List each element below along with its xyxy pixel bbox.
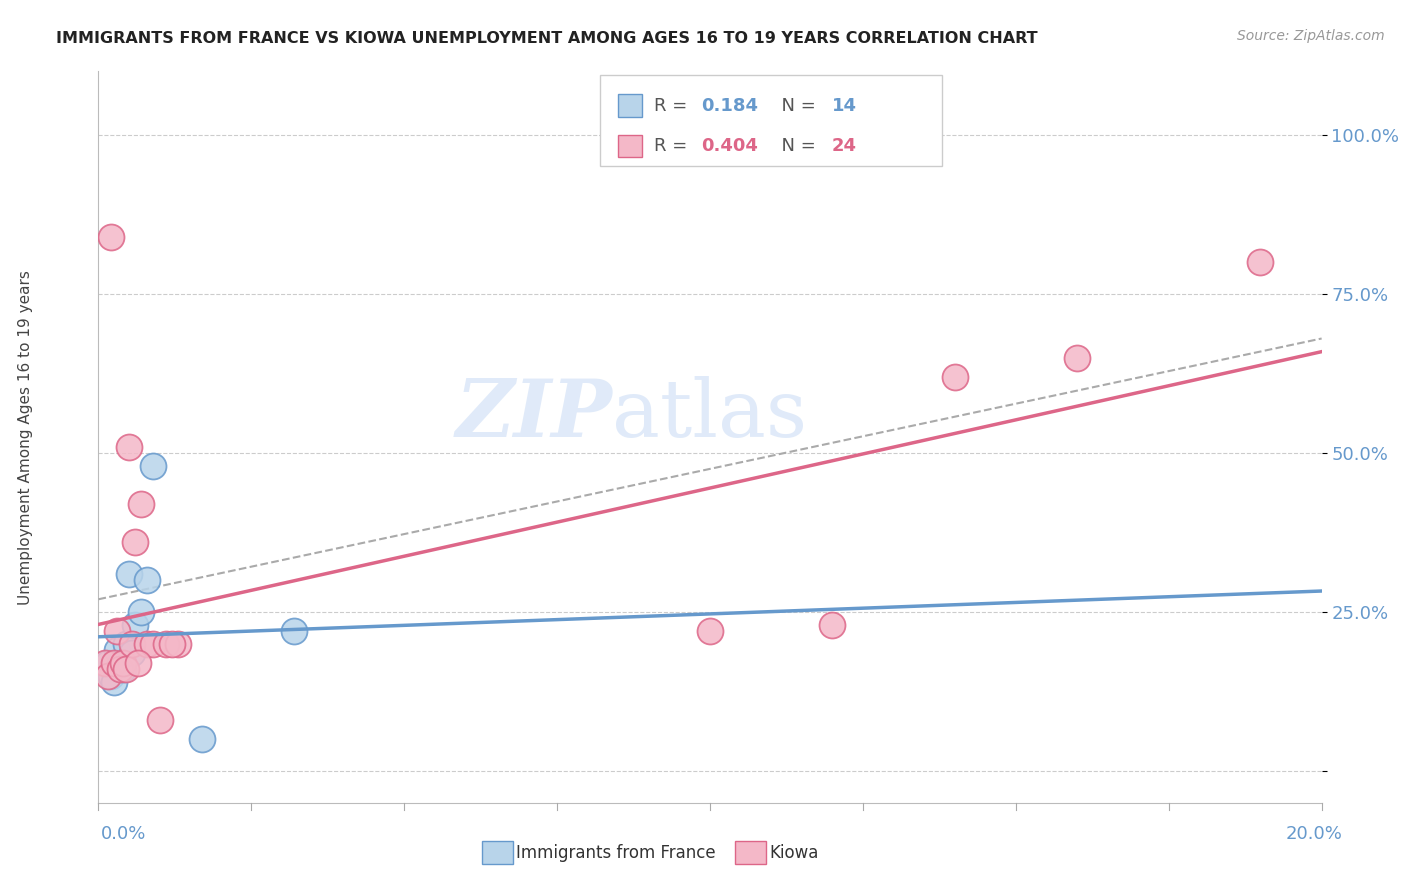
Point — [118, 566, 141, 581]
Point — [118, 440, 141, 454]
Point — [111, 656, 134, 670]
Point — [100, 668, 122, 682]
FancyBboxPatch shape — [619, 135, 643, 157]
Point — [167, 637, 190, 651]
Point — [100, 229, 122, 244]
Point — [160, 637, 183, 651]
FancyBboxPatch shape — [600, 75, 942, 167]
Point — [699, 624, 721, 638]
Text: IMMIGRANTS FROM FRANCE VS KIOWA UNEMPLOYMENT AMONG AGES 16 TO 19 YEARS CORRELATI: IMMIGRANTS FROM FRANCE VS KIOWA UNEMPLOY… — [56, 31, 1038, 46]
Point — [105, 643, 128, 657]
Point — [121, 646, 143, 660]
Point — [105, 624, 128, 638]
Text: ZIP: ZIP — [456, 376, 612, 454]
Point — [129, 497, 152, 511]
Point — [97, 668, 120, 682]
Text: atlas: atlas — [612, 376, 807, 454]
Text: Source: ZipAtlas.com: Source: ZipAtlas.com — [1237, 29, 1385, 43]
Point — [103, 656, 125, 670]
Point — [108, 662, 131, 676]
Point — [142, 458, 165, 473]
Point — [1250, 255, 1272, 269]
Text: R =: R = — [654, 136, 693, 154]
FancyBboxPatch shape — [619, 95, 643, 117]
Point — [93, 656, 115, 670]
Point — [108, 656, 131, 670]
Point — [111, 662, 134, 676]
Point — [127, 656, 149, 670]
Point — [191, 732, 214, 747]
Point — [142, 637, 165, 651]
Point — [155, 637, 177, 651]
Point — [943, 369, 966, 384]
Text: N =: N = — [770, 136, 823, 154]
Text: 0.0%: 0.0% — [101, 825, 146, 843]
Point — [129, 605, 152, 619]
Text: 14: 14 — [831, 96, 856, 114]
Point — [136, 573, 159, 587]
Text: R =: R = — [654, 96, 693, 114]
Point — [821, 617, 844, 632]
Text: 24: 24 — [831, 136, 856, 154]
Point — [97, 656, 120, 670]
Text: Unemployment Among Ages 16 to 19 years: Unemployment Among Ages 16 to 19 years — [18, 269, 32, 605]
Point — [115, 662, 138, 676]
Text: Immigrants from France: Immigrants from France — [516, 844, 716, 862]
Text: Kiowa: Kiowa — [769, 844, 818, 862]
Point — [149, 713, 172, 727]
Text: 0.404: 0.404 — [700, 136, 758, 154]
Point — [103, 675, 125, 690]
Point — [124, 617, 146, 632]
Text: 0.184: 0.184 — [700, 96, 758, 114]
Point — [121, 637, 143, 651]
Point — [136, 637, 159, 651]
Point — [115, 637, 138, 651]
Point — [1066, 351, 1088, 365]
Text: 20.0%: 20.0% — [1286, 825, 1343, 843]
Point — [283, 624, 305, 638]
Text: N =: N = — [770, 96, 823, 114]
Point — [124, 535, 146, 549]
